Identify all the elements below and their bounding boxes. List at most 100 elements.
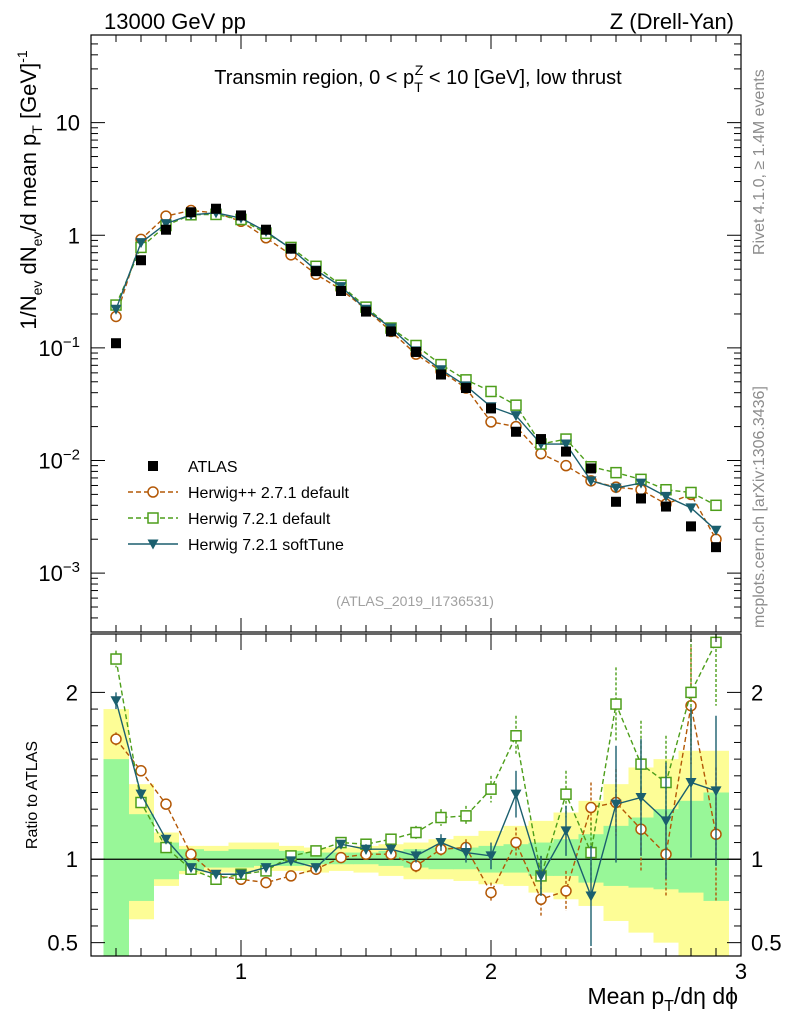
herwig721-marker [485, 385, 497, 398]
atlas-data-point [636, 493, 646, 504]
softtune-marker [310, 863, 322, 874]
softtune-marker [260, 863, 272, 874]
y-tick-label: 10 [56, 111, 80, 136]
herwig271-marker [535, 447, 547, 460]
softtune-marker [410, 851, 422, 862]
stat-uncertainty-band [228, 849, 254, 868]
main-x-ticks [90, 35, 742, 632]
x-axis-title: Mean pT/dη dϕ [587, 983, 738, 1015]
softtune-marker [685, 777, 697, 788]
atlas-data-point [311, 266, 321, 277]
herwig271-marker [485, 886, 497, 899]
softtune-marker [560, 439, 572, 450]
legend-label-atlas: ATLAS [188, 459, 238, 476]
softtune-marker [110, 304, 122, 315]
softtune-marker [560, 826, 572, 837]
atlas-data-point [386, 326, 396, 337]
herwig721-marker [560, 788, 572, 800]
ratio-y-axis-title: Ratio to ATLAS [24, 741, 41, 849]
ratio-series-soft [110, 692, 722, 946]
ratio-plot-content [91, 634, 741, 956]
herwig721-marker [485, 783, 497, 795]
atlas-data-point [661, 501, 671, 512]
atlas-data-point [186, 207, 196, 218]
herwig721-marker [435, 811, 447, 824]
x-tick-label: 1 [235, 959, 247, 984]
softtune-marker [585, 891, 597, 902]
herwig271-marker [560, 459, 572, 472]
softtune-marker [210, 869, 222, 880]
herwig721-marker [460, 810, 472, 822]
rivet-version-label: Rivet 4.1.0, ≥ 1.4M events [751, 69, 768, 255]
herwig271-marker [135, 765, 147, 777]
process-label: Z (Drell-Yan) [610, 9, 734, 34]
stat-uncertainty-band [178, 849, 204, 871]
legend-label-h721: Herwig 7.2.1 default [188, 511, 331, 528]
x-tick-label: 2 [485, 959, 497, 984]
ratio-y-tick-label: 2 [751, 680, 763, 705]
atlas-data-point [261, 224, 271, 235]
softtune-marker [660, 816, 672, 827]
softtune-marker [135, 238, 147, 249]
softtune-marker [160, 219, 172, 230]
herwig721-marker [710, 499, 722, 512]
softtune-marker [710, 786, 722, 797]
y-tick-label: 10−3 [38, 559, 80, 586]
softtune-marker [435, 838, 447, 849]
softtune-marker [510, 789, 522, 800]
legend-label-soft: Herwig 7.2.1 softTune [188, 537, 344, 554]
softtune-marker [235, 869, 247, 880]
herwig721-marker [310, 845, 322, 857]
herwig721-marker [385, 833, 397, 845]
herwig721-marker [610, 466, 622, 479]
atlas-data-point [536, 434, 546, 445]
atlas-data-point [711, 542, 721, 553]
atlas-data-point [436, 369, 446, 380]
herwig721-marker [147, 512, 159, 524]
legend-label-h271: Herwig++ 2.7.1 default [188, 485, 350, 502]
herwig271-marker [110, 733, 122, 745]
series-line-soft [115, 212, 717, 531]
atlas-data-point [411, 346, 421, 357]
herwig271-marker [585, 801, 597, 814]
herwig721-marker [510, 399, 522, 411]
herwig721-marker [685, 486, 697, 499]
herwig721-marker [685, 686, 697, 699]
ratio-y-tick-label: 1 [66, 847, 78, 872]
herwig271-marker [485, 416, 497, 428]
ratio-y-tick-label: 0.5 [47, 931, 78, 956]
softtune-marker [335, 839, 347, 850]
softtune-marker [135, 789, 147, 800]
ratio-y-tick-label: 2 [66, 680, 78, 705]
main-y-axis: 10−3 10−2 10−1 1 10 [38, 34, 741, 633]
ratio-y-tick-label: 1 [751, 847, 763, 872]
atlas-data-point [286, 243, 296, 254]
softtune-marker [685, 503, 697, 514]
y-tick-label: 1 [68, 223, 80, 248]
main-plot-content [110, 203, 722, 553]
atlas-data-point [336, 285, 346, 296]
ratio-y-tick-label: 0.5 [751, 931, 782, 956]
atlas-data-point [511, 426, 521, 437]
y-tick-label: 10−1 [38, 334, 80, 361]
softtune-marker [635, 793, 647, 804]
collision-label: 13000 GeV pp [104, 9, 246, 34]
analysis-watermark: (ATLAS_2019_I1736531) [336, 593, 494, 609]
atlas-data-point [461, 383, 471, 394]
atlas-data-point [161, 224, 171, 235]
stat-uncertainty-band [303, 852, 329, 865]
atlas-data-point [486, 403, 496, 414]
herwig271-marker [185, 848, 197, 860]
softtune-marker [710, 525, 722, 536]
atlas-data-point [586, 463, 596, 474]
softtune-marker [460, 848, 472, 859]
atlas-data-point [361, 306, 371, 317]
softtune-marker [610, 483, 622, 494]
softtune-marker [660, 491, 672, 502]
atlas-data-point [236, 210, 246, 221]
herwig271-marker [335, 851, 347, 864]
herwig721-marker [110, 653, 122, 665]
herwig721-marker [410, 826, 422, 839]
herwig271-marker [147, 486, 159, 498]
